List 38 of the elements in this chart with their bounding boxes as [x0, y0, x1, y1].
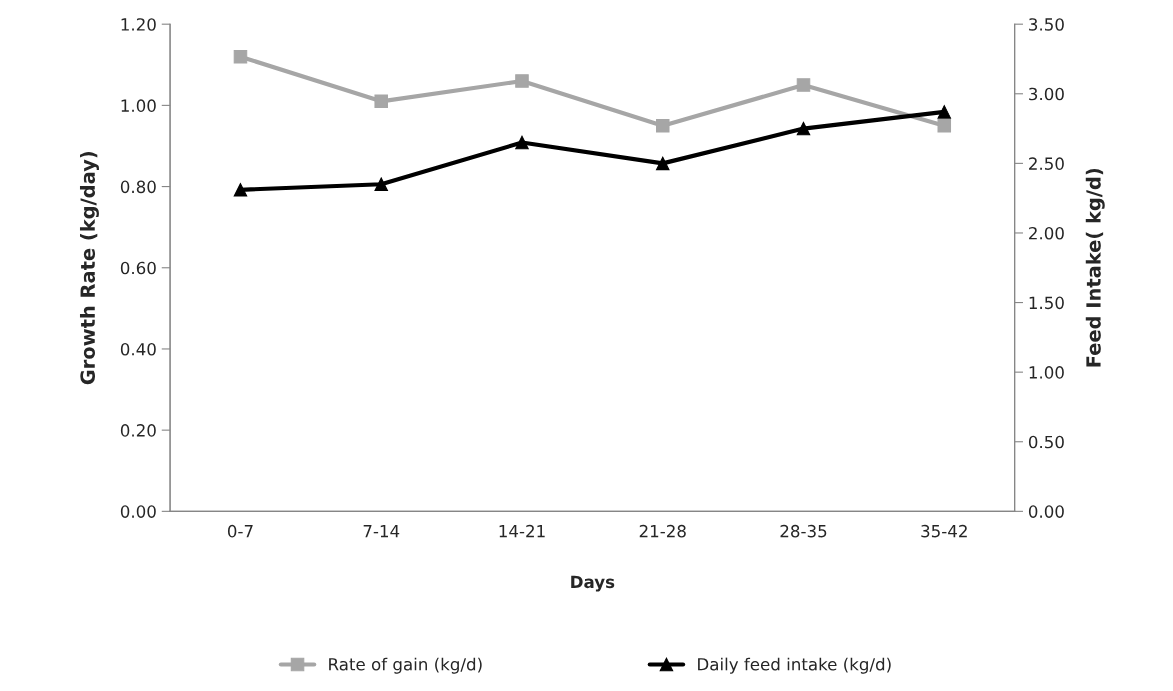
point: [515, 74, 529, 88]
x-tick-label: 14-21: [499, 524, 545, 538]
y-tick-label: 0.00: [120, 505, 156, 518]
x-tick-label: 7-14: [363, 525, 400, 538]
y2-tick-label: 0.00: [1028, 505, 1064, 518]
y-tick-label: 0.60: [120, 261, 156, 275]
point: [374, 177, 388, 192]
y-tick-label: 0.80: [120, 180, 156, 194]
point: [233, 183, 248, 197]
point: [374, 94, 388, 109]
point: [655, 156, 670, 171]
y-tick-label: 1.00: [121, 99, 156, 112]
y2-tick-label: 2.00: [1029, 226, 1064, 240]
legend-label: Daily feed intake (kg/d): [698, 657, 891, 674]
y-tick-label: 0.20: [120, 424, 156, 437]
x-tick-label: 21-28: [639, 524, 686, 538]
point: [233, 49, 248, 64]
y-tick-label: 1.20: [121, 18, 156, 31]
y2-axis-title: Feed Intake( kg/d): [1085, 168, 1105, 367]
x-tick-label: 0-7: [227, 524, 253, 538]
y2-tick-label: 1.00: [1029, 366, 1064, 379]
y2-tick-label: 3.00: [1029, 87, 1064, 101]
point: [515, 135, 529, 150]
x-tick-label: 35-42: [921, 524, 967, 538]
point: [937, 105, 952, 119]
point: [796, 121, 811, 136]
legend-label: Rate of gain (kg/d): [329, 657, 482, 674]
y2-tick-label: 2.50: [1029, 157, 1064, 170]
x-tick-label: 28-35: [780, 524, 827, 538]
point: [937, 118, 952, 133]
y2-tick-label: 3.50: [1029, 18, 1064, 31]
x-axis-title: Days: [571, 575, 615, 592]
y2-tick-label: 0.50: [1028, 435, 1064, 449]
y-axis-title: Growth Rate (kg/day): [79, 151, 99, 385]
y-tick-label: 0.40: [120, 342, 156, 356]
point: [655, 118, 670, 133]
y2-tick-label: 1.50: [1029, 296, 1064, 310]
point: [796, 78, 811, 92]
